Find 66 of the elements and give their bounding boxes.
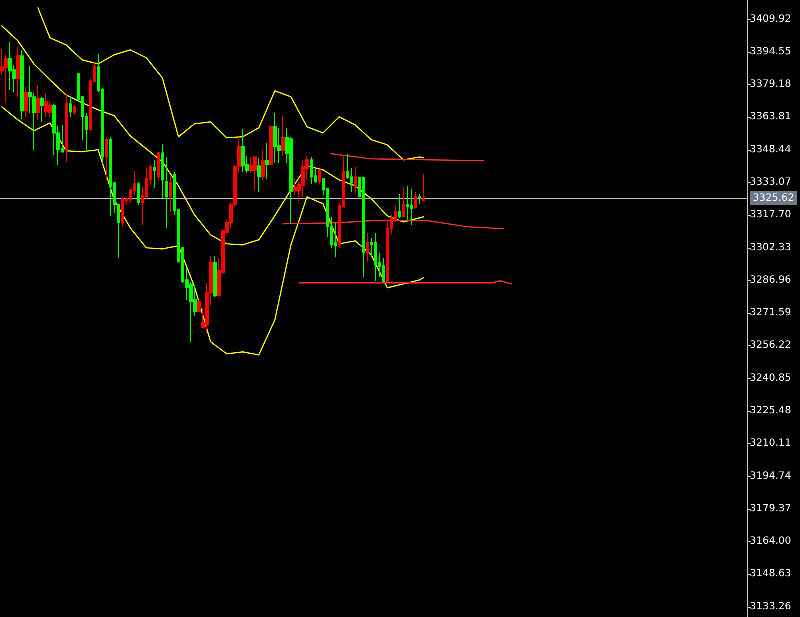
candlestick <box>418 194 421 205</box>
candlestick <box>402 186 405 218</box>
candlestick <box>410 188 413 226</box>
y-tick-label: 3164.00 <box>750 536 792 548</box>
y-tick-label: 3133.26 <box>750 601 792 612</box>
candlestick <box>374 232 377 282</box>
candlestick <box>69 96 72 118</box>
y-tick-label: 3240.85 <box>750 372 792 384</box>
candlestick <box>121 196 124 228</box>
candlestick <box>165 156 168 229</box>
y-tick-label: 3394.55 <box>750 46 792 58</box>
y-tick-label: 3210.11 <box>750 438 792 450</box>
candlestick <box>422 174 425 202</box>
y-tick-label: 3333.07 <box>750 177 792 188</box>
line-series <box>1 106 424 356</box>
candlestick <box>318 170 321 185</box>
candlestick <box>265 142 269 180</box>
candlestick <box>310 156 313 185</box>
y-tick-label: 3148.63 <box>750 568 792 580</box>
candlestick <box>406 186 409 221</box>
candlestick <box>16 46 20 98</box>
candlestick <box>269 126 273 166</box>
candlestick <box>20 50 24 120</box>
line-series <box>1 26 424 246</box>
candlestick <box>73 104 76 116</box>
y-tick-label: 3179.37 <box>750 503 792 514</box>
candlestick <box>137 182 140 206</box>
candlestick <box>157 152 160 181</box>
line-series <box>38 7 424 161</box>
candlestick <box>36 84 40 120</box>
candlestick <box>241 128 245 173</box>
candlestick <box>398 194 401 219</box>
y-tick-label: 3363.81 <box>750 112 792 123</box>
candlestick <box>24 86 28 118</box>
candlestick <box>213 256 217 298</box>
candlestick <box>273 112 277 164</box>
candlestick <box>40 96 44 123</box>
candlestick <box>281 115 285 157</box>
ref-line-label: 3325.62 <box>753 192 794 204</box>
y-tick-label: 3225.48 <box>750 406 792 417</box>
candlestick <box>414 192 417 209</box>
candlestick <box>169 174 172 212</box>
candlestick <box>109 136 112 217</box>
candlestick <box>354 166 357 194</box>
candlestick <box>153 160 156 188</box>
candlestick <box>362 177 365 278</box>
y-tick-label: 3409.92 <box>750 14 792 25</box>
candlestick <box>161 144 164 199</box>
candlestick <box>44 92 48 118</box>
line-series <box>282 220 505 230</box>
y-tick-label: 3379.18 <box>750 79 792 90</box>
candlestick <box>257 158 261 193</box>
candlestick <box>105 138 108 181</box>
y-tick-label: 3194.74 <box>750 470 792 482</box>
candlestick <box>366 232 369 263</box>
y-tick-label: 3348.44 <box>750 144 792 156</box>
candlestick <box>253 156 257 191</box>
y-tick-label: 3271.59 <box>750 308 792 319</box>
y-tick-label: 3286.96 <box>750 274 792 286</box>
y-tick-label: 3302.33 <box>750 242 792 254</box>
candlestick <box>301 160 305 198</box>
y-tick-label: 3317.70 <box>750 210 792 221</box>
candlestick <box>8 42 12 91</box>
candlestick <box>261 149 265 181</box>
candlestick <box>65 94 68 163</box>
y-tick-label: 3256.22 <box>750 340 792 352</box>
